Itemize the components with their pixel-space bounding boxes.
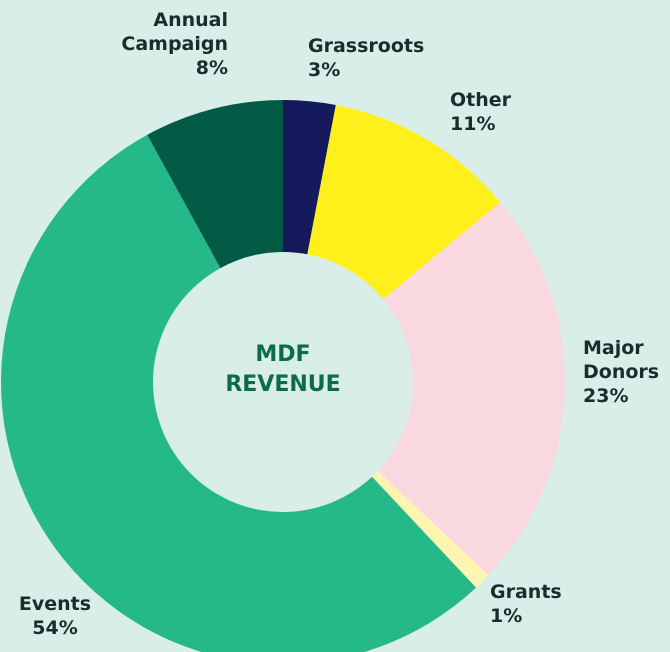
label-value: 1% bbox=[490, 605, 523, 627]
donut-segment bbox=[283, 100, 336, 255]
label-name: Events bbox=[18, 593, 92, 615]
donut-segment bbox=[371, 470, 489, 588]
label-value: 8% bbox=[195, 57, 228, 79]
donut-segment bbox=[307, 104, 501, 300]
data-label: Annual Campaign 8% bbox=[98, 8, 228, 80]
label-value: 3% bbox=[308, 59, 341, 81]
donut-segment bbox=[147, 100, 283, 269]
label-value: 54% bbox=[32, 617, 78, 639]
chart-title: MDF REVENUE bbox=[225, 342, 341, 397]
label-name: Major Donors bbox=[583, 337, 660, 383]
donut-segment bbox=[377, 202, 565, 576]
data-label: Events 54% bbox=[10, 592, 100, 640]
label-value: 23% bbox=[583, 385, 629, 407]
data-label: Grants 1% bbox=[490, 580, 590, 628]
label-value: 11% bbox=[450, 113, 496, 135]
label-name: Grassroots bbox=[308, 35, 425, 57]
data-label: Other 11% bbox=[450, 88, 550, 136]
data-label: Major Donors 23% bbox=[583, 336, 670, 408]
label-name: Annual Campaign bbox=[121, 9, 228, 55]
label-name: Other bbox=[450, 89, 512, 111]
data-label: Grassroots 3% bbox=[308, 34, 458, 82]
label-name: Grants bbox=[490, 581, 562, 603]
donut-segment bbox=[1, 134, 477, 652]
